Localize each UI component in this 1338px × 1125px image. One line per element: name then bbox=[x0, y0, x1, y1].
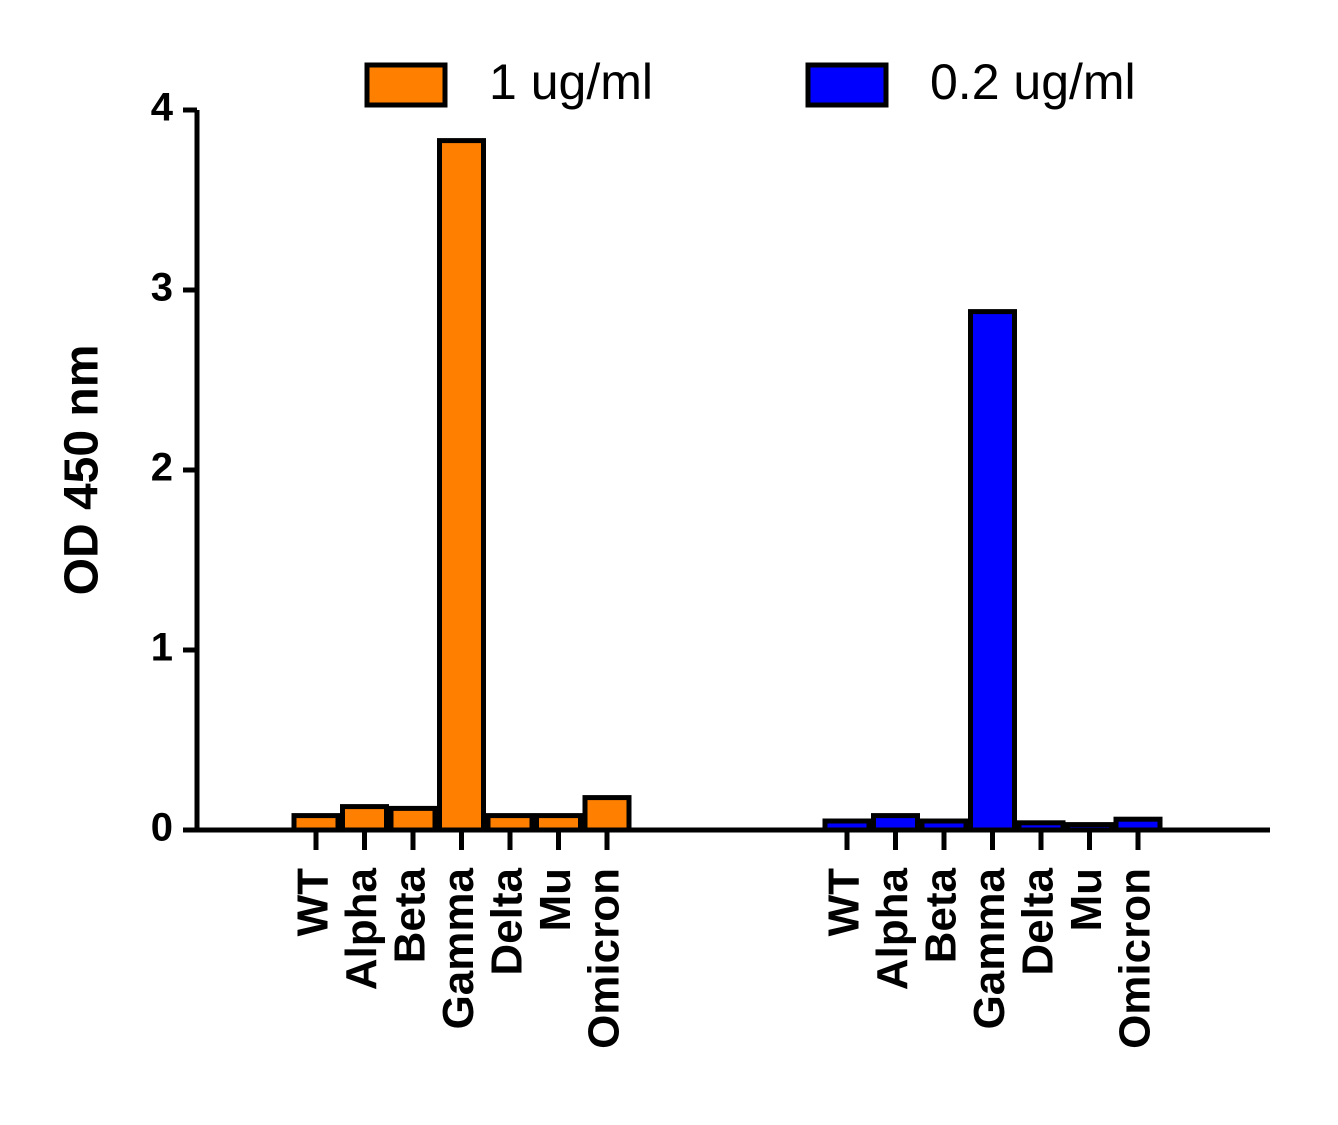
y-tick-label: 4 bbox=[151, 86, 174, 130]
y-axis-label: OD 450 nm bbox=[56, 345, 109, 596]
x-tick-label: Omicron bbox=[1111, 868, 1160, 1049]
bar bbox=[822, 818, 872, 833]
bar bbox=[388, 805, 438, 833]
bar bbox=[1113, 816, 1163, 833]
x-tick-label: Gamma bbox=[434, 867, 483, 1029]
x-tick-label: Alpha bbox=[337, 867, 386, 990]
x-tick-label: Alpha bbox=[868, 867, 917, 990]
bar bbox=[582, 795, 632, 833]
bar bbox=[485, 813, 535, 833]
bar bbox=[968, 309, 1017, 833]
x-tick-label: Delta bbox=[483, 867, 532, 975]
bar bbox=[340, 804, 389, 833]
x-tick-label: Mu bbox=[531, 868, 580, 932]
y-tick-label: 0 bbox=[151, 806, 173, 850]
bar bbox=[291, 813, 341, 833]
bar bbox=[919, 818, 969, 833]
bar bbox=[534, 813, 583, 833]
y-tick-label: 2 bbox=[151, 446, 173, 490]
x-tick-label: Beta bbox=[917, 867, 966, 963]
bar bbox=[1016, 820, 1066, 833]
x-tick-label: Mu bbox=[1062, 868, 1111, 932]
x-tick-label: Omicron bbox=[580, 868, 629, 1049]
y-tick-label: 3 bbox=[151, 266, 173, 310]
legend-swatch bbox=[364, 62, 448, 108]
x-tick-label: WT bbox=[289, 868, 338, 937]
x-tick-label: Beta bbox=[386, 867, 435, 963]
legend-label: 1 ug/ml bbox=[489, 54, 653, 110]
x-tick-label: WT bbox=[820, 868, 869, 937]
legend-swatch bbox=[805, 62, 889, 108]
bar bbox=[437, 138, 486, 833]
x-tick-label: Delta bbox=[1014, 867, 1063, 975]
bar bbox=[871, 813, 920, 833]
bar bbox=[1065, 822, 1114, 833]
legend-label: 0.2 ug/ml bbox=[930, 54, 1136, 110]
y-tick-label: 1 bbox=[151, 626, 173, 670]
x-tick-label: Gamma bbox=[965, 867, 1014, 1029]
